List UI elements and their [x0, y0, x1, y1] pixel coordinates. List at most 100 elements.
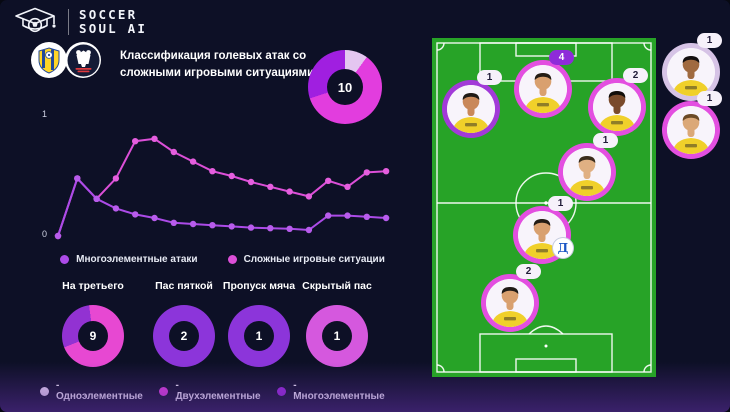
- player-ring: [662, 101, 720, 159]
- data-point: [247, 224, 255, 231]
- player-count-badge: 4: [549, 50, 574, 65]
- player-token[interactable]: 2: [588, 68, 648, 136]
- data-point: [325, 177, 332, 184]
- player-photo: [486, 279, 534, 327]
- data-point: [112, 175, 120, 182]
- data-point: [247, 178, 255, 186]
- player-token[interactable]: 2: [481, 264, 541, 332]
- data-point: [54, 232, 62, 240]
- legend-dot-icon: [277, 386, 287, 396]
- stat-donut-chart: 2: [153, 305, 215, 367]
- data-point: [74, 175, 81, 182]
- stat-donut-value: 1: [244, 321, 274, 351]
- data-point: [209, 222, 216, 229]
- line-legend-item[interactable]: Многоэлементные атаки: [60, 254, 198, 265]
- data-point: [286, 188, 293, 195]
- element-legend-item[interactable]: - Одноэлементные: [40, 380, 143, 402]
- player-count-badge: 2: [516, 264, 541, 279]
- data-point: [305, 193, 313, 200]
- data-point: [93, 195, 100, 202]
- data-point: [228, 223, 235, 230]
- stat-donut-block: На третьего 9: [48, 280, 138, 367]
- russian-premier-league-crest-icon: [65, 42, 101, 78]
- data-point: [132, 138, 139, 145]
- player-ring: [514, 60, 572, 118]
- player-photo: [563, 148, 611, 196]
- summary-donut-chart: 10: [308, 50, 382, 124]
- player-token[interactable]: 1: [442, 70, 502, 138]
- stat-donut-chart: 9: [62, 305, 124, 367]
- data-point: [209, 168, 216, 175]
- data-point: [344, 212, 351, 219]
- stat-donut-chart: 1: [228, 305, 290, 367]
- data-point: [286, 225, 293, 232]
- element-legend-label: - Одноэлементные: [56, 380, 143, 402]
- data-point: [132, 211, 139, 218]
- data-point: [382, 168, 390, 175]
- stat-donut-label: На третьего: [62, 280, 124, 292]
- player-ring: [588, 78, 646, 136]
- stat-donut-label: Пропуск мяча: [222, 280, 296, 292]
- stat-donut-value: 9: [78, 321, 108, 351]
- legend-dot-icon: [227, 255, 237, 264]
- brand-name-line1: SOCCER: [79, 7, 138, 22]
- dynamo-club-mark-icon: Д: [552, 237, 574, 259]
- legend-dot-icon: [60, 255, 70, 264]
- line-chart: [54, 135, 390, 240]
- stat-donut-block: Пас пяткой 2: [139, 280, 229, 367]
- player-count-badge: 1: [697, 91, 722, 106]
- line-series-0: [57, 176, 387, 237]
- brand: SOCCER SOUL AI: [12, 5, 147, 39]
- data-point: [344, 183, 351, 190]
- player-token[interactable]: 4: [514, 50, 574, 118]
- data-point: [267, 183, 274, 190]
- player-photo: [593, 83, 641, 131]
- element-legend-item[interactable]: - Многоэлементные: [277, 380, 385, 402]
- data-point: [189, 220, 197, 228]
- page-title: Классификация голевых атак со сложными и…: [120, 48, 314, 82]
- player-photo: [667, 106, 715, 154]
- player-token[interactable]: 1: [558, 133, 618, 201]
- data-point: [228, 172, 235, 180]
- line-chart-legend: Многоэлементные атаки Сложные игровые сит…: [55, 254, 390, 265]
- y-axis-min-label: 0: [42, 229, 48, 239]
- player-token[interactable]: 1: [662, 91, 722, 159]
- data-point: [151, 135, 158, 142]
- player-count-badge: 1: [477, 70, 502, 85]
- element-legend-item[interactable]: - Двухэлементные: [159, 380, 261, 402]
- data-point: [325, 212, 332, 219]
- y-axis-max-label: 1: [42, 109, 48, 119]
- player-ring: [442, 80, 500, 138]
- data-point: [112, 205, 120, 212]
- element-legend-label: - Многоэлементные: [293, 380, 385, 402]
- page-title-line2: сложными игровыми ситуациями: [120, 67, 315, 79]
- line-legend-label: Сложные игровые ситуации: [243, 254, 385, 265]
- legend-dot-icon: [159, 386, 169, 396]
- data-point: [170, 148, 177, 156]
- player-count-badge: 1: [697, 33, 722, 48]
- player-photo: [447, 85, 495, 133]
- player-ring: [481, 274, 539, 332]
- stat-donut-block: Скрытый пас 1: [292, 280, 382, 367]
- player-count-badge: 2: [623, 68, 648, 83]
- line-legend-item[interactable]: Сложные игровые ситуации: [227, 254, 385, 265]
- summary-donut-hole: 10: [327, 69, 363, 105]
- graduation-cap-soccer-ball-icon: [15, 7, 56, 33]
- player-photo: [518, 211, 566, 259]
- line-legend-label: Многоэлементные атаки: [76, 254, 198, 265]
- stat-donut-block: Пропуск мяча 1: [214, 280, 304, 367]
- player-photo: [667, 48, 715, 96]
- fc-rostov-crest-icon: [31, 42, 67, 78]
- player-count-badge: 1: [548, 196, 573, 211]
- player-photo: [519, 65, 567, 113]
- element-type-legend: - Одноэлементные - Двухэлементные - Многоэ…: [40, 380, 385, 402]
- stat-donut-value: 1: [322, 321, 352, 351]
- data-point: [363, 169, 370, 176]
- brand-name-line2: SOUL AI: [79, 21, 148, 36]
- player-ring: [558, 143, 616, 201]
- brand-name: SOCCER SOUL AI: [79, 8, 147, 36]
- brand-divider: [68, 9, 69, 35]
- data-point: [170, 219, 177, 226]
